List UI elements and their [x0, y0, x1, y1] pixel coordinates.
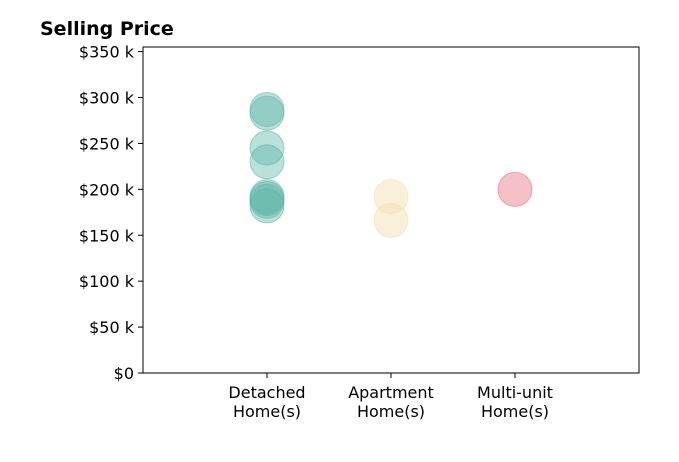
x-tick-label-line: Home(s)	[357, 402, 425, 421]
chart-title: Selling Price	[40, 18, 174, 40]
y-tick-label: $100 k	[79, 272, 135, 291]
x-tick-label-line: Home(s)	[233, 402, 301, 421]
data-point	[373, 179, 409, 215]
x-tick-label-line: Home(s)	[481, 402, 549, 421]
y-axis: $0 $50 k $100 k $150 k $200 k $250 k $300 k $35…	[79, 43, 143, 383]
data-point	[249, 144, 285, 180]
x-tick-label: Apartment Home(s)	[348, 383, 434, 421]
y-tick-label: $300 k	[79, 89, 135, 108]
data-point	[249, 130, 285, 166]
data-point	[249, 183, 285, 219]
data-point	[497, 171, 533, 207]
x-tick-label-line: Multi-unit	[477, 383, 553, 402]
y-tick-label: $0	[114, 364, 134, 383]
data-point	[249, 188, 285, 224]
data-points	[249, 91, 533, 239]
y-tick-label: $200 k	[79, 180, 135, 199]
x-tick-label-line: Detached	[228, 383, 305, 402]
data-point	[373, 203, 409, 239]
x-tick-label: Multi-unit Home(s)	[477, 383, 553, 421]
x-tick-label-line: Apartment	[348, 383, 434, 402]
y-tick-label: $350 k	[79, 43, 135, 62]
x-tick-label: Detached Home(s)	[228, 383, 305, 421]
data-point	[249, 95, 285, 131]
y-tick-label: $150 k	[79, 226, 135, 245]
y-tick-label: $250 k	[79, 134, 135, 153]
y-tick-label: $50 k	[89, 318, 135, 337]
x-axis: Detached Home(s)Apartment Home(s)Multi-uni…	[228, 373, 553, 421]
